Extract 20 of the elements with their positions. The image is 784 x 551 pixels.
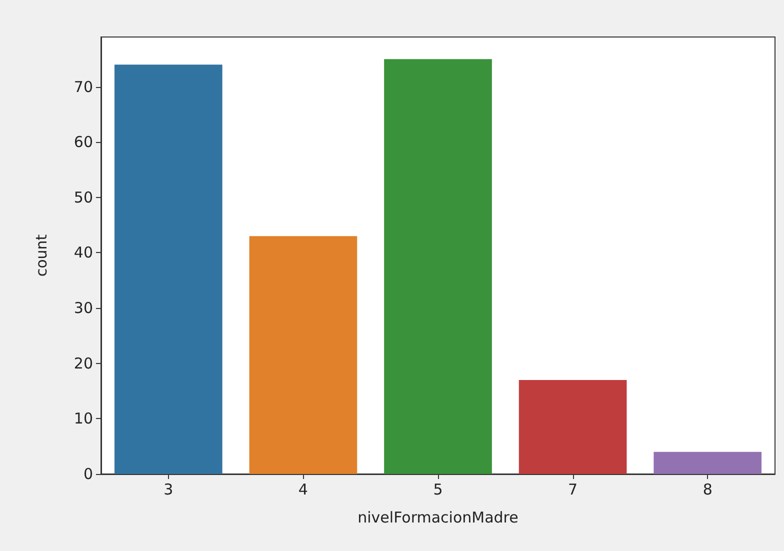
x-tick-label: 8 — [702, 480, 712, 498]
bar — [518, 380, 627, 474]
y-tick-label: 30 — [74, 299, 93, 318]
y-axis-title: count — [32, 234, 50, 277]
bar — [384, 59, 492, 474]
x-tick-label: 4 — [298, 480, 308, 498]
y-tick-label: 40 — [74, 244, 93, 262]
y-tick-label: 50 — [74, 188, 93, 206]
y-tick-label: 10 — [74, 410, 93, 428]
y-tick-label: 0 — [83, 465, 93, 483]
bar — [654, 452, 762, 474]
x-tick-label: 3 — [164, 480, 174, 498]
bar — [114, 64, 222, 474]
x-axis-title: nivelFormacionMadre — [358, 508, 518, 526]
x-tick-label: 5 — [433, 480, 443, 498]
x-tick-label: 7 — [568, 480, 578, 498]
y-tick-label: 70 — [74, 78, 93, 96]
bar — [249, 236, 358, 474]
y-tick-label: 20 — [74, 354, 93, 372]
y-tick-label: 60 — [74, 133, 93, 152]
